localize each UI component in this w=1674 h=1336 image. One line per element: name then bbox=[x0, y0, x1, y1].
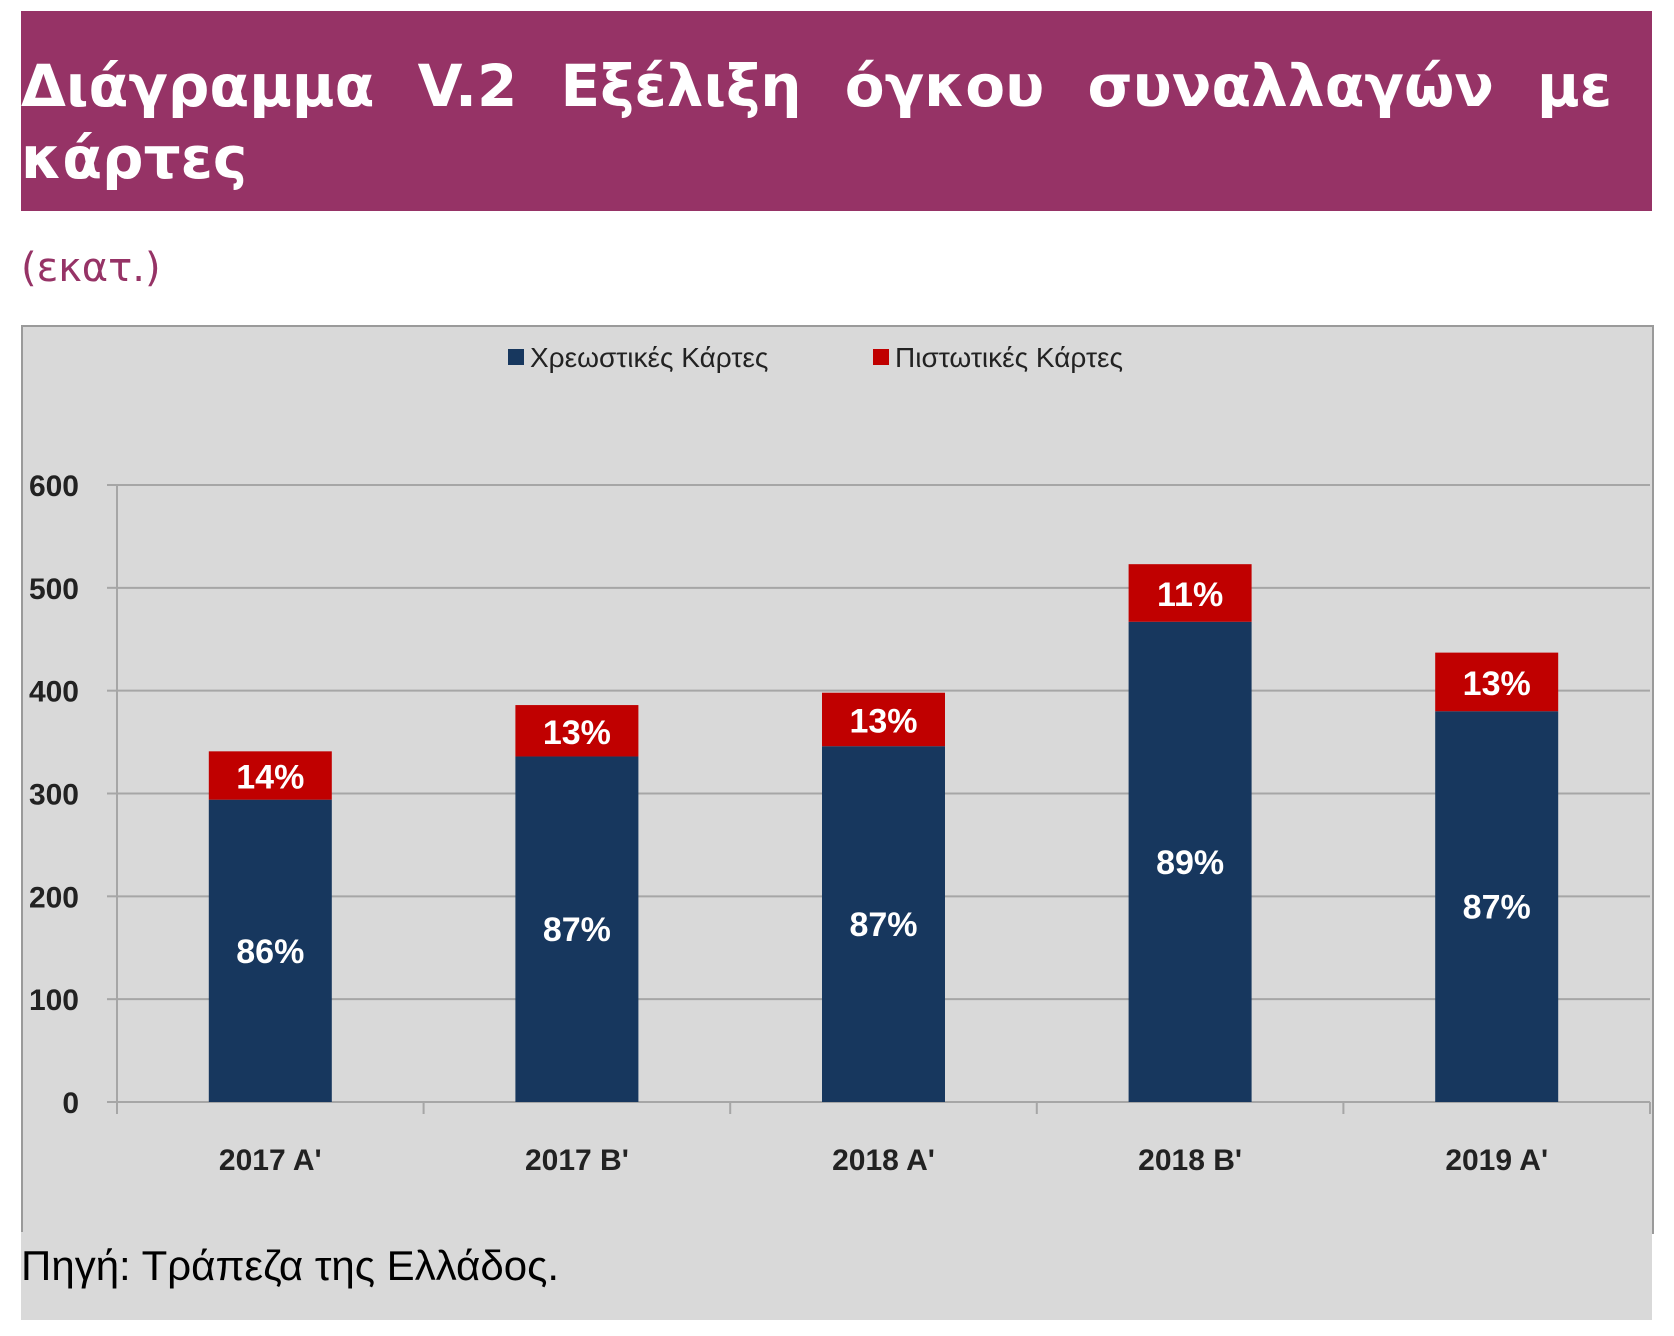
data-label: 11% bbox=[1157, 576, 1223, 614]
x-tick-label: 2017 B' bbox=[525, 1144, 629, 1177]
y-tick-label: 300 bbox=[29, 779, 79, 812]
data-label: 87% bbox=[543, 911, 611, 949]
stacked-bar-chart: Χρεωστικές Κάρτες Πιστωτικές Κάρτες 0 100 20… bbox=[29, 342, 1651, 1177]
bar-debit bbox=[515, 756, 639, 1102]
bar-credit bbox=[1128, 564, 1252, 622]
data-label: 87% bbox=[849, 906, 917, 944]
y-tick-label: 500 bbox=[29, 573, 79, 606]
data-label: 89% bbox=[1156, 844, 1224, 882]
legend-label-1: Πιστωτικές Κάρτες bbox=[895, 342, 1123, 373]
bar-credit bbox=[515, 705, 639, 757]
bar-credit bbox=[208, 751, 332, 800]
data-label: 13% bbox=[1463, 665, 1531, 703]
data-label: 86% bbox=[236, 933, 304, 971]
data-label: 14% bbox=[236, 759, 304, 797]
chart-title-line1: Διάγραμμα V.2 Εξέλιξη όγκου συναλλαγών μ… bbox=[21, 52, 1612, 120]
chart-title-banner: Διάγραμμα V.2 Εξέλιξη όγκου συναλλαγών μ… bbox=[21, 11, 1652, 211]
y-tick-label: 200 bbox=[29, 881, 79, 914]
x-tick-label: 2018 A' bbox=[832, 1144, 935, 1177]
y-tick-label: 100 bbox=[29, 984, 79, 1017]
x-tick-label: 2019 A' bbox=[1445, 1144, 1548, 1177]
x-tick-label: 2018 B' bbox=[1138, 1144, 1242, 1177]
bar-credit bbox=[1435, 652, 1559, 712]
bar-debit bbox=[1435, 711, 1559, 1102]
source-text: Πηγή: Τράπεζα της Ελλάδος. bbox=[21, 1242, 559, 1289]
chart-title-line2: κάρτες bbox=[21, 124, 248, 192]
y-tick-label: 0 bbox=[62, 1087, 79, 1120]
legend-swatch-1 bbox=[873, 349, 889, 365]
bar-credit bbox=[822, 692, 945, 747]
bar-debit bbox=[208, 799, 332, 1102]
chart-area: Χρεωστικές Κάρτες Πιστωτικές Κάρτες 0 100 20… bbox=[21, 325, 1654, 1234]
bar-debit bbox=[1128, 621, 1252, 1102]
y-tick-label: 600 bbox=[29, 470, 79, 503]
source-note: Πηγή: Τράπεζα της Ελλάδος. bbox=[21, 1232, 1652, 1320]
data-label: 13% bbox=[543, 714, 611, 752]
data-label: 87% bbox=[1463, 889, 1531, 927]
legend-label-0: Χρεωστικές Κάρτες bbox=[530, 342, 768, 373]
bar-debit bbox=[822, 746, 945, 1102]
y-tick-label: 400 bbox=[29, 676, 79, 709]
legend-swatch-0 bbox=[508, 349, 524, 365]
unit-label: (εκατ.) bbox=[21, 245, 161, 291]
data-label: 13% bbox=[849, 702, 917, 740]
x-tick-label: 2017 A' bbox=[219, 1144, 322, 1177]
